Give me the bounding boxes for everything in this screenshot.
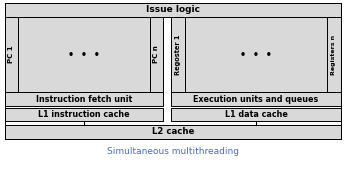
Bar: [5, 92, 163, 106]
Text: Regoster 1: Regoster 1: [175, 34, 181, 75]
Text: •  •  •: • • •: [68, 49, 100, 59]
Bar: [5, 17, 163, 92]
Bar: [171, 17, 341, 92]
Bar: [171, 108, 341, 121]
Text: L2 cache: L2 cache: [152, 128, 194, 136]
Bar: [5, 3, 341, 139]
Bar: [5, 125, 341, 139]
Text: •  •  •: • • •: [240, 49, 272, 59]
Bar: [5, 3, 341, 17]
Bar: [327, 17, 341, 92]
Text: Instruction fetch unit: Instruction fetch unit: [36, 95, 132, 103]
Text: Simultaneous multithreading: Simultaneous multithreading: [107, 146, 239, 156]
Bar: [5, 108, 163, 121]
Text: PC 1: PC 1: [8, 46, 15, 63]
Text: L1 data cache: L1 data cache: [225, 110, 287, 119]
Text: Execution units and queues: Execution units and queues: [193, 95, 319, 103]
Bar: [150, 17, 163, 92]
Text: Issue logic: Issue logic: [146, 5, 200, 14]
Bar: [171, 17, 185, 92]
Bar: [171, 92, 341, 106]
Text: PC n: PC n: [153, 46, 160, 63]
Bar: [5, 17, 18, 92]
Text: Registers n: Registers n: [331, 34, 337, 74]
Text: L1 instruction cache: L1 instruction cache: [38, 110, 130, 119]
